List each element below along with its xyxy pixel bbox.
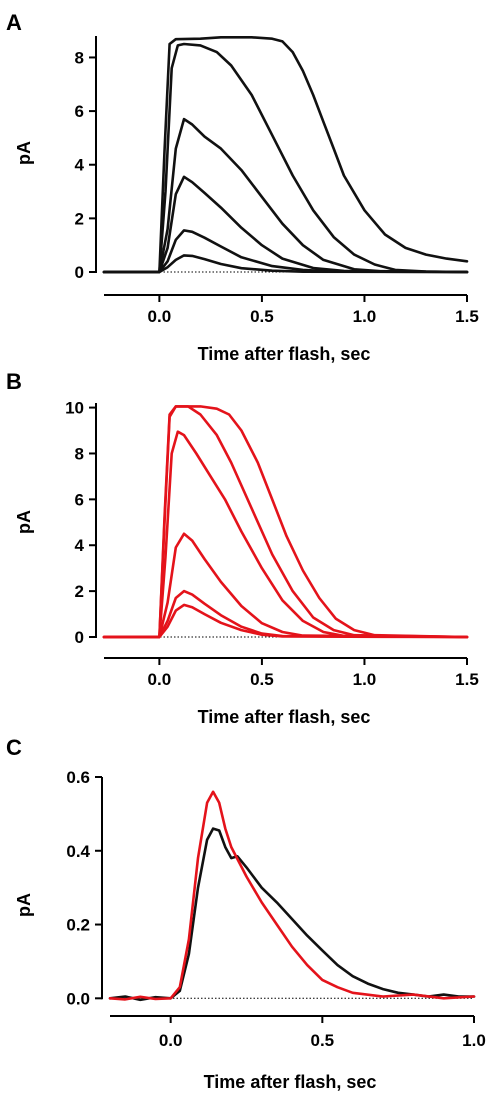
- x-axis-title-a: Time after flash, sec: [198, 344, 371, 364]
- panel-b-y-tick-label: 10: [65, 399, 84, 418]
- panel-c-x-tick-label: 1.0: [462, 1031, 486, 1050]
- panel-a-trace-4: [102, 117, 469, 274]
- panel-a-trace-3: [102, 175, 469, 274]
- panel-b-y-tick-label: 6: [75, 490, 84, 509]
- panel-a-trace-5: [102, 42, 469, 274]
- panel-a-y-tick-label: 0: [75, 263, 84, 282]
- panel-b-y-tick-label: 8: [75, 444, 84, 463]
- panel-b-trace-2: [102, 589, 469, 639]
- panel-a-x-tick-label: 0.0: [148, 307, 172, 326]
- panel-a-y-tick-label: 6: [75, 102, 84, 121]
- y-axis-title-b: pA: [14, 510, 34, 534]
- panel-c-y-tick-label: 0.2: [66, 916, 90, 935]
- panel-b-trace-4: [102, 430, 469, 639]
- panel-a-x-tick-label: 1.5: [455, 307, 479, 326]
- panel-a-trace-1: [102, 254, 469, 274]
- panel-c-trace-2: [108, 790, 476, 1001]
- panel-c-y-tick-label: 0.6: [66, 768, 90, 787]
- panel-b: B pA Time after flash, sec 0 2 4 6 8 10 0.0 0.5…: [6, 369, 479, 727]
- panel-b-x-tick-label: 0.5: [250, 670, 274, 689]
- panel-b-trace-3: [102, 532, 469, 639]
- panel-b-y-tick-label: 0: [75, 628, 84, 647]
- panel-b-trace-6: [102, 405, 469, 639]
- x-axis-title-c: Time after flash, sec: [204, 1072, 377, 1092]
- panel-c-y-tick-label: 0.4: [66, 842, 90, 861]
- panel-letter-a: A: [6, 10, 22, 35]
- panel-b-y-tick-label: 4: [75, 536, 85, 555]
- panel-letter-b: B: [6, 369, 22, 394]
- panel-c-trace-1: [108, 827, 476, 1002]
- panel-a: A pA Time after flash, sec 0 2 4 6 8 0.0 0.5 1.…: [6, 10, 479, 364]
- panel-b-y-tick-label: 2: [75, 582, 84, 601]
- panel-a-x-tick-label: 0.5: [250, 307, 274, 326]
- panel-b-x-tick-label: 1.5: [455, 670, 479, 689]
- panel-a-x-tick-label: 1.0: [353, 307, 377, 326]
- panel-a-y-tick-label: 8: [75, 48, 84, 67]
- panel-b-x-tick-label: 0.0: [148, 670, 172, 689]
- panel-c-y-tick-label: 0.0: [66, 989, 90, 1008]
- panel-a-trace-2: [102, 229, 469, 274]
- panel-a-y-tick-label: 4: [75, 156, 85, 175]
- panel-c-x-tick-label: 0.5: [311, 1031, 335, 1050]
- y-axis-title-a: pA: [14, 141, 34, 165]
- panel-c-x-tick-label: 0.0: [159, 1031, 183, 1050]
- y-axis-title-c: pA: [14, 893, 34, 917]
- panel-b-x-tick-label: 1.0: [353, 670, 377, 689]
- panel-letter-c: C: [6, 735, 22, 760]
- panel-c: C pA Time after flash, sec 0.0 0.2 0.4 0.6 0…: [6, 735, 486, 1092]
- panel-a-trace-6: [102, 35, 469, 274]
- x-axis-title-b: Time after flash, sec: [198, 707, 371, 727]
- panel-a-y-tick-label: 2: [75, 209, 84, 228]
